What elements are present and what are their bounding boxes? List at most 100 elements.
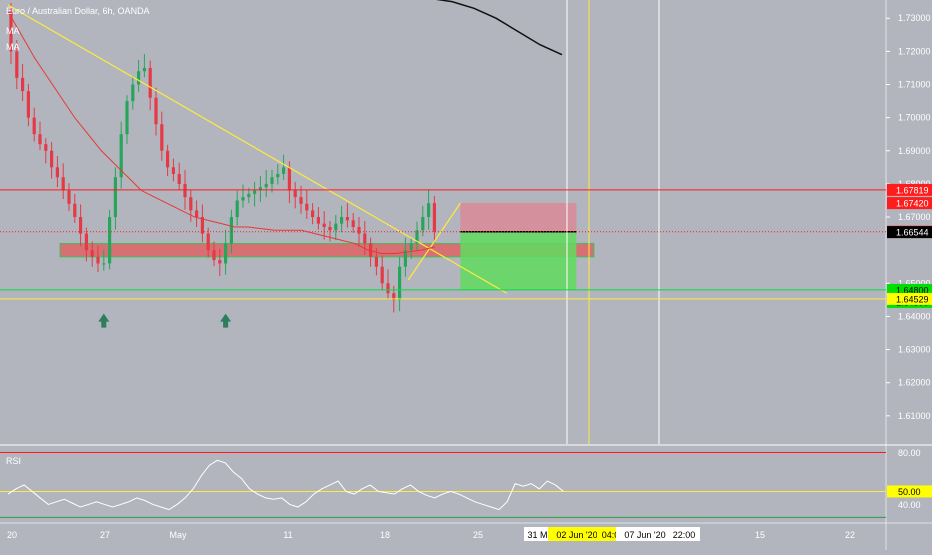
y-tick-label: 1.61000 [898, 411, 931, 421]
time-label-box [668, 527, 700, 541]
candle-body [421, 217, 425, 231]
candle-body [108, 217, 112, 264]
candle-body [15, 51, 19, 78]
time-label-text: 22:00 [673, 530, 696, 540]
candle-body [392, 293, 396, 300]
time-tick-label: 22 [845, 530, 855, 540]
time-tick-label: 15 [755, 530, 765, 540]
candle-body [293, 190, 297, 198]
candle-body [96, 256, 100, 264]
candle-body [44, 144, 48, 151]
y-tick-label: 1.62000 [898, 378, 931, 388]
candle-body [235, 200, 239, 218]
time-tick-label: 11 [283, 530, 292, 540]
candle-body [351, 220, 355, 227]
candle-body [218, 260, 222, 264]
candle-body [206, 233, 210, 251]
candles-layer [9, 2, 436, 313]
candle-body [131, 84, 135, 102]
candle-body [102, 263, 106, 265]
candle-body [200, 217, 204, 234]
candle-body [212, 250, 216, 261]
candle-body [224, 243, 228, 264]
candle-body [363, 233, 367, 244]
candle-body [415, 230, 419, 244]
candle-body [79, 217, 83, 234]
candle-body [113, 177, 117, 218]
candle-body [171, 167, 175, 174]
trendline-0 [7, 4, 508, 294]
profit-zone [460, 231, 577, 290]
candle-body [119, 134, 123, 178]
loss-zone [460, 203, 577, 232]
candle-body [340, 217, 344, 224]
time-tick-label: 18 [380, 530, 390, 540]
candle-body [189, 197, 193, 211]
candle-body [183, 183, 187, 198]
candle-body [398, 266, 402, 300]
rsi-label[interactable]: RSI [6, 456, 22, 466]
time-tick-label: 25 [473, 530, 483, 540]
candle-body [282, 167, 286, 174]
rsi-label-box [887, 485, 932, 498]
price-label-box [887, 292, 932, 305]
y-tick-label: 1.71000 [898, 79, 931, 89]
ma-slow-line [435, 0, 563, 56]
rsi-tick-label: 50.00 [898, 487, 921, 497]
y-tick-label: 1.64000 [898, 311, 931, 321]
candle-body [32, 117, 36, 135]
trendline-1 [407, 202, 461, 281]
candle-body [432, 203, 436, 232]
candle-body [345, 217, 349, 221]
y-tick-label: 1.73000 [898, 13, 931, 23]
candle-body [137, 71, 141, 85]
time-label-text: 31 Ma [527, 530, 552, 540]
buy-arrow-icon [98, 313, 110, 328]
candle-body [311, 210, 315, 218]
y-tick-label: 1.69000 [898, 146, 931, 156]
ma-legend-2[interactable]: MA [6, 42, 20, 52]
time-label-text: 07 Jun '20 [624, 530, 665, 540]
candle-body [241, 197, 245, 201]
candle-body [380, 266, 384, 284]
candle-body [67, 190, 71, 204]
y-tick-label: 1.67000 [898, 212, 931, 222]
time-label-box [548, 527, 606, 541]
candle-body [90, 250, 94, 257]
time-label-text: 04:00 [602, 530, 625, 540]
candle-body [148, 67, 152, 98]
zones-layer [59, 203, 595, 290]
candle-body [386, 283, 390, 294]
candle-body [258, 187, 262, 191]
candle-body [264, 183, 268, 188]
candle-body [299, 197, 303, 204]
rsi-tick-label: 40.00 [898, 500, 921, 510]
lines-layer [0, 0, 886, 328]
price-label-text: 1.64800 [896, 285, 929, 295]
buy-arrow-icon [220, 313, 232, 328]
candle-body [21, 77, 25, 92]
time-label-text: 02 Jun '20 [556, 530, 597, 540]
candle-body [9, 11, 13, 52]
chart-title[interactable]: Euro / Australian Dollar, 6h, OANDA [6, 6, 150, 16]
candle-body [61, 177, 65, 191]
rsi-layer [0, 451, 886, 518]
ma-legend-1[interactable]: MA [6, 26, 20, 36]
candle-body [357, 226, 361, 234]
y-tick-label: 1.72000 [898, 46, 931, 56]
price-label-text: 1.66544 [896, 228, 929, 238]
time-tick-label: May [169, 530, 187, 540]
candle-body [287, 167, 291, 191]
candle-body [125, 101, 129, 135]
candle-body [427, 203, 431, 218]
candle-body [403, 250, 407, 267]
candle-body [229, 217, 233, 244]
rsi-tick-label: 80.00 [898, 448, 921, 458]
time-tick-label: 20 [7, 530, 17, 540]
candle-body [142, 67, 146, 72]
candle-body [160, 124, 164, 151]
ma-fast-line [7, 11, 436, 254]
candle-body [177, 173, 181, 184]
